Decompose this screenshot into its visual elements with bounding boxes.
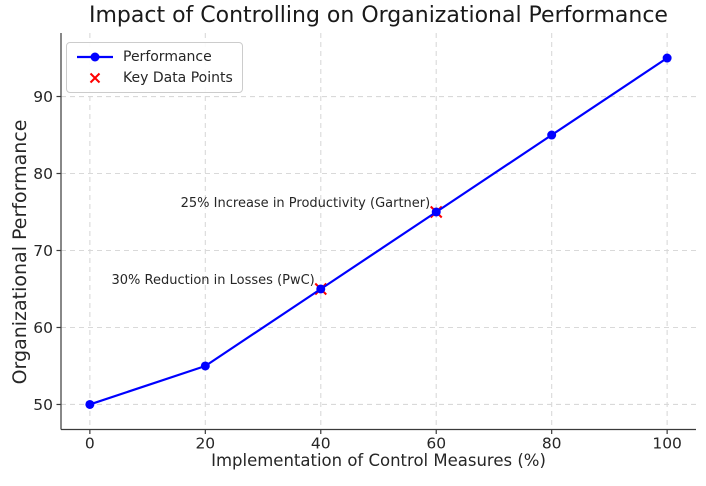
svg-text:70: 70	[33, 242, 53, 260]
svg-text:60: 60	[426, 435, 446, 453]
legend-item-key-data-points: Key Data Points	[74, 68, 233, 88]
legend-label-performance: Performance	[123, 49, 212, 65]
svg-text:40: 40	[311, 435, 331, 453]
legend-item-performance: Performance	[74, 47, 233, 67]
svg-text:0: 0	[85, 435, 95, 453]
x-axis-label: Implementation of Control Measures (%)	[211, 451, 546, 470]
svg-text:20: 20	[195, 435, 215, 453]
svg-text:100: 100	[652, 435, 682, 453]
svg-text:80: 80	[33, 165, 53, 183]
svg-text:50: 50	[33, 396, 53, 414]
x-marker-icon	[89, 72, 101, 84]
legend-label-key-data-points: Key Data Points	[123, 70, 233, 86]
svg-text:60: 60	[33, 319, 53, 337]
chart-title: Impact of Controlling on Organizational …	[89, 3, 668, 28]
svg-text:90: 90	[33, 88, 53, 106]
legend: Performance Key Data Points	[66, 42, 243, 93]
svg-text:30% Reduction in Losses (PwC): 30% Reduction in Losses (PwC)	[112, 273, 315, 288]
svg-text:25% Increase in Productivity (: 25% Increase in Productivity (Gartner)	[181, 196, 431, 211]
line-circle-marker-icon	[77, 52, 113, 62]
svg-text:80: 80	[542, 435, 562, 453]
y-axis-label: Organizational Performance	[9, 119, 31, 385]
